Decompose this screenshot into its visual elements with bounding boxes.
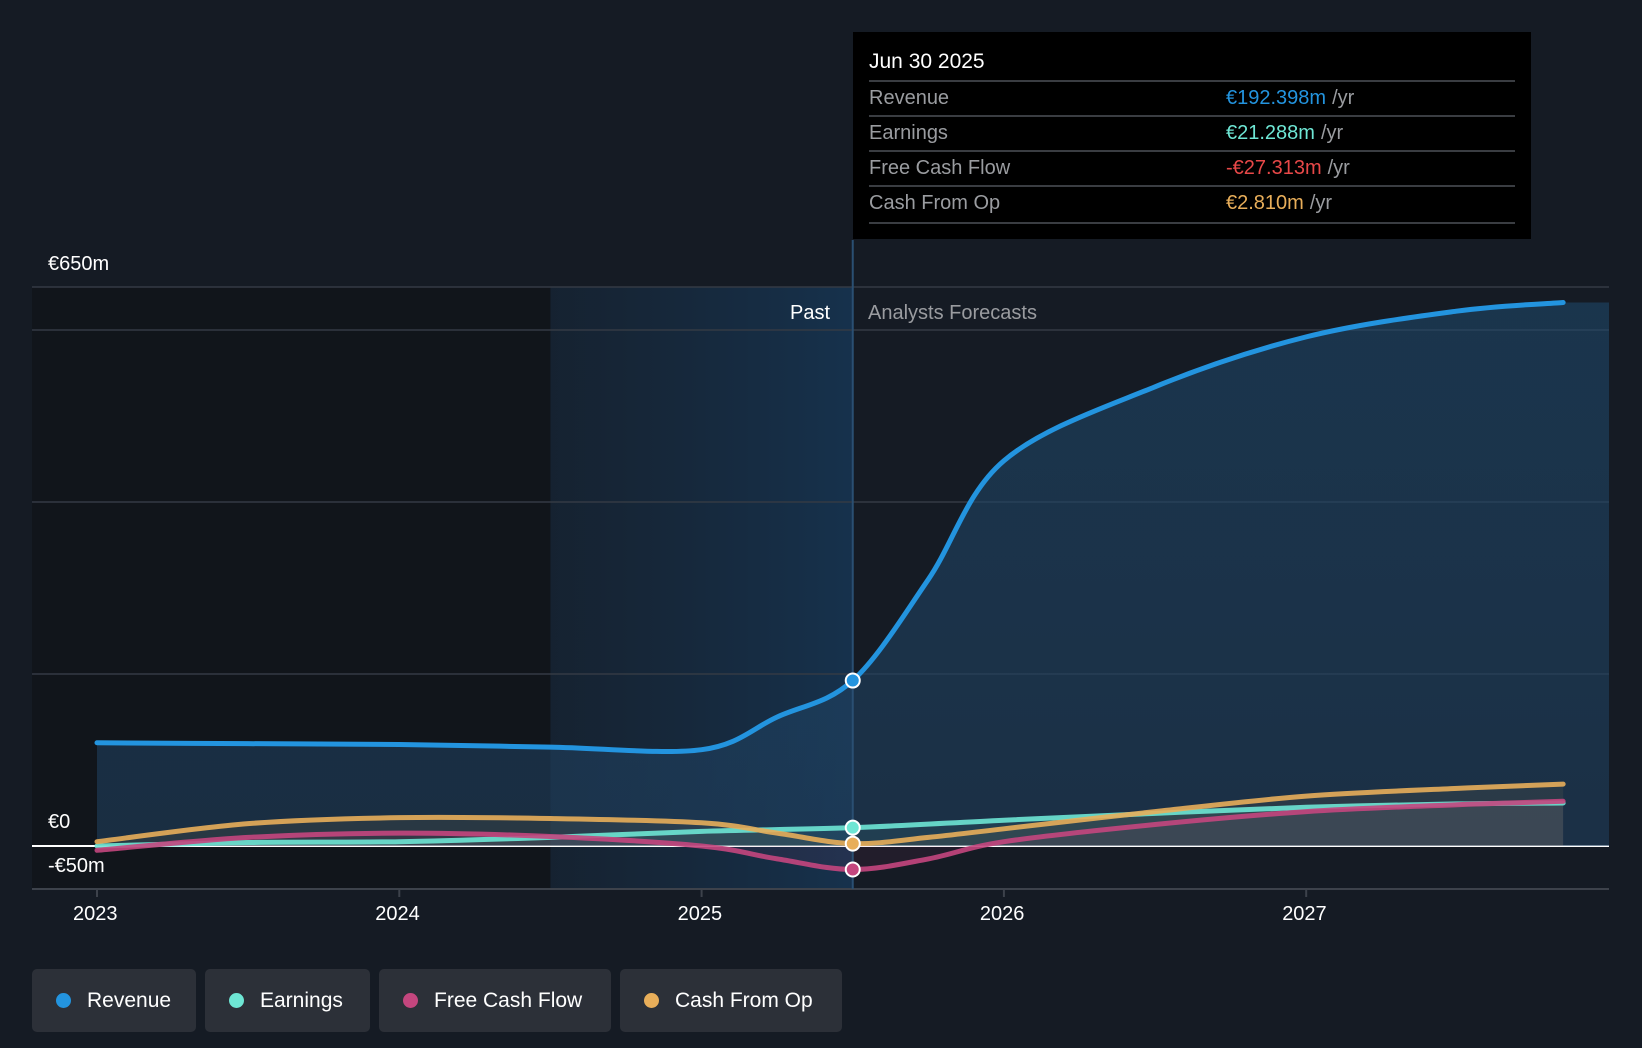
tooltip-value: €192.398m/yr (1226, 87, 1355, 109)
legend-label: Earnings (260, 988, 343, 1012)
tooltip-row: Revenue €192.398m/yr (869, 80, 1515, 116)
legend-dot-icon (56, 993, 71, 1008)
data-point-marker (844, 819, 861, 836)
legend-dot-icon (229, 993, 244, 1008)
legend-label: Free Cash Flow (434, 988, 583, 1012)
x-tick-label: 2025 (677, 903, 723, 925)
tooltip-row: Cash From Op €2.810m/yr (869, 185, 1515, 221)
legend-item-free-cash-flow[interactable]: Free Cash Flow (379, 969, 611, 1032)
legend-item-cash-from-op[interactable]: Cash From Op (620, 969, 842, 1032)
series-area-3 (97, 784, 1564, 846)
data-point-marker (844, 672, 861, 689)
x-tick-label: 2027 (1282, 903, 1327, 925)
tooltip-label: Earnings (869, 122, 948, 144)
tooltip-value: €21.288m/yr (1226, 122, 1344, 144)
series-line-revenue (94, 299, 1566, 754)
y-tick-label-zero: €0 (48, 811, 71, 833)
y-tick-label-bottom: -€50m (48, 855, 105, 877)
revenue-area (97, 302, 1609, 847)
data-point-marker (844, 835, 861, 852)
x-tick-label: 2026 (979, 903, 1025, 925)
legend-item-earnings[interactable]: Earnings (205, 969, 370, 1032)
tooltip-row: Earnings €21.288m/yr (869, 115, 1515, 151)
legend-item-revenue[interactable]: Revenue (32, 969, 196, 1032)
forecast-label: Analysts Forecasts (868, 302, 1037, 324)
tooltip: Jun 30 2025 Revenue €192.398m/yr Earnings €… (853, 32, 1531, 239)
x-tick-label: 2023 (73, 903, 118, 925)
tooltip-value: -€27.313m/yr (1226, 157, 1350, 179)
tooltip-label: Cash From Op (869, 192, 1001, 214)
legend-label: Cash From Op (675, 988, 813, 1012)
past-label: Past (790, 302, 831, 324)
tooltip-label: Revenue (869, 87, 950, 109)
tooltip-row: Free Cash Flow -€27.313m/yr (869, 150, 1515, 186)
tooltip-divider (869, 222, 1515, 224)
y-tick-label-top: €650m (48, 253, 110, 275)
legend-dot-icon (403, 993, 418, 1008)
tooltip-date: Jun 30 2025 (869, 50, 985, 73)
legend-label: Revenue (87, 988, 172, 1012)
tooltip-value: €2.810m/yr (1226, 192, 1333, 214)
tooltip-label: Free Cash Flow (869, 157, 1011, 179)
legend-dot-icon (644, 993, 659, 1008)
x-tick-label: 2024 (375, 903, 420, 925)
data-point-marker (844, 861, 861, 878)
